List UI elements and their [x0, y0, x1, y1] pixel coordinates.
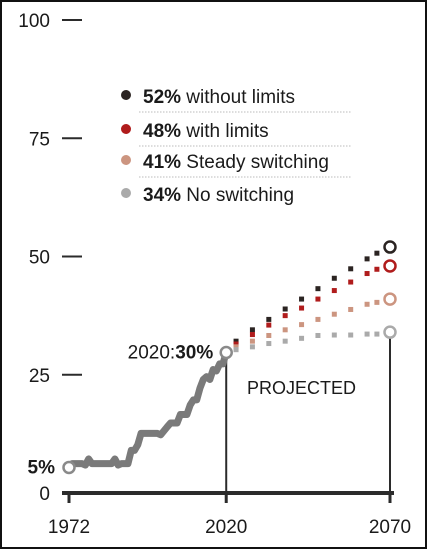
- y-tick-label: 0: [39, 484, 50, 505]
- legend-entry: 34% No switching: [143, 185, 294, 206]
- legend-marker: [121, 155, 131, 165]
- projected-label: PROJECTED: [247, 378, 356, 398]
- projection-point: [364, 271, 370, 277]
- projection-point: [315, 332, 321, 338]
- legend-entry: 41% Steady switching: [143, 152, 329, 173]
- projection-end-point: [383, 259, 397, 273]
- y-tick-label: 25: [29, 366, 50, 387]
- projection-point: [348, 266, 354, 272]
- projection-point: [282, 313, 288, 319]
- vertical-markers: [225, 338, 391, 493]
- projection-point: [299, 296, 305, 302]
- projection-end-point: [383, 292, 397, 306]
- legend-percent: 34%: [143, 185, 181, 206]
- projection-point: [331, 275, 337, 281]
- history-start-point: [62, 460, 76, 475]
- projection-point: [374, 266, 380, 272]
- history-series: [62, 345, 233, 475]
- projection-point: [331, 288, 337, 294]
- x-tick-label: 2070: [369, 517, 411, 538]
- annotations: 5% 2020:30% PROJECTED: [28, 343, 356, 479]
- x-tick-label: 1972: [48, 517, 90, 538]
- legend-entry: 48% with limits: [143, 121, 269, 142]
- projection-point: [249, 338, 255, 344]
- history-line: [65, 349, 230, 471]
- projection-point: [233, 344, 239, 350]
- projection-point: [249, 332, 255, 338]
- projection-point: [364, 301, 370, 307]
- legend-percent: 52%: [143, 87, 181, 108]
- legend-name: without limits: [181, 87, 295, 108]
- projection-point: [249, 327, 255, 333]
- history-end-value: 30%: [175, 343, 213, 364]
- projection-end-point: [383, 325, 397, 339]
- history-end-year: 2020:: [128, 343, 176, 364]
- projection-point: [266, 332, 272, 338]
- projection-point: [315, 286, 321, 292]
- projection-point: [374, 331, 380, 337]
- projection-point: [249, 344, 255, 350]
- projection-point: [299, 322, 305, 328]
- legend-percent: 48%: [143, 121, 181, 142]
- projection-point: [348, 279, 354, 285]
- projection-point: [299, 335, 305, 341]
- start-value-label: 5%: [28, 457, 56, 478]
- projection-point: [266, 316, 272, 322]
- projection-point: [266, 341, 272, 347]
- legend-percent: 41%: [143, 152, 181, 173]
- projection-point: [282, 327, 288, 333]
- projection-point: [315, 296, 321, 302]
- history-end-point: [219, 345, 233, 360]
- projection-point: [233, 347, 239, 353]
- legend-name: Steady switching: [181, 152, 329, 173]
- y-tick-label: 75: [29, 129, 50, 150]
- legend-marker: [121, 90, 131, 100]
- projection-point: [299, 305, 305, 311]
- projection-point: [315, 316, 321, 322]
- projection-end-point: [383, 240, 397, 254]
- legend-entry: 52% without limits: [143, 87, 295, 108]
- projection-point: [331, 332, 337, 338]
- projection-point: [266, 322, 272, 328]
- y-tick-label: 100: [18, 11, 50, 32]
- projection-point: [233, 338, 239, 344]
- x-tick-label: 2020: [205, 517, 247, 538]
- projection-series: [233, 240, 397, 353]
- history-end-label: 2020:30%: [128, 343, 214, 364]
- projection-point: [348, 306, 354, 312]
- y-axis: 100 75 50 25 0: [18, 11, 82, 505]
- projection-point: [233, 341, 239, 347]
- projection-point: [282, 306, 288, 312]
- projection-point: [364, 331, 370, 337]
- projection-point: [282, 338, 288, 344]
- legend-name: No switching: [181, 185, 294, 206]
- x-axis: 1972 2020 2070: [48, 491, 411, 538]
- y-tick-label: 50: [29, 248, 50, 269]
- legend-marker: [121, 188, 131, 198]
- legend-name: with limits: [181, 121, 269, 142]
- projection-point: [364, 256, 370, 262]
- projection-point: [374, 299, 380, 305]
- projection-point: [331, 311, 337, 317]
- projection-point: [348, 332, 354, 338]
- legend-marker: [121, 124, 131, 134]
- projection-point: [374, 250, 380, 256]
